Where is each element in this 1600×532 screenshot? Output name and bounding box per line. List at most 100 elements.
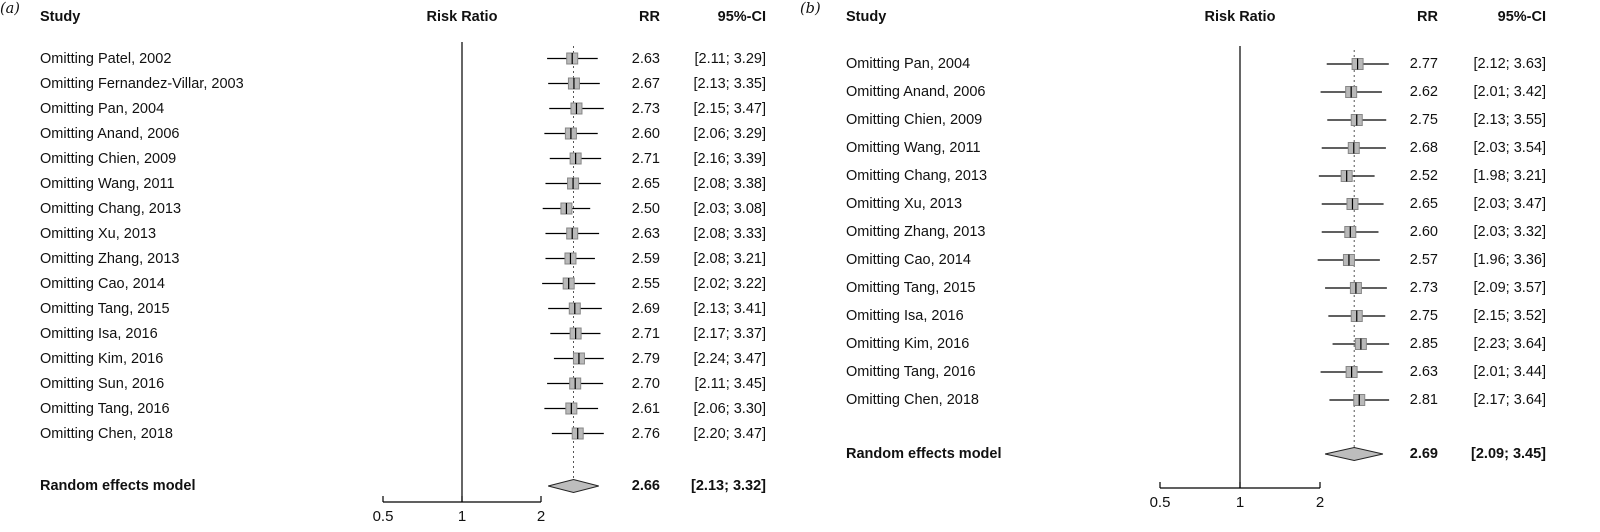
study-label: Omitting Anand, 2006 (40, 125, 180, 142)
rr-value: 2.65 (1409, 196, 1438, 212)
ci-value: [2.08; 3.33] (693, 225, 766, 242)
study-label: Omitting Tang, 2016 (40, 400, 170, 417)
ci-value: [2.23; 3.64] (1473, 336, 1546, 352)
ci-value: [2.13; 3.41] (693, 300, 766, 317)
ci-value: [2.09; 3.57] (1473, 280, 1546, 296)
rr-value: 2.67 (631, 75, 660, 92)
ci-value: [2.06; 3.29] (693, 125, 766, 142)
rr-value: 2.52 (1409, 168, 1438, 184)
column-header-study: Study (40, 9, 81, 25)
axis-tick-label: 0.5 (373, 508, 394, 525)
panel-label: (b) (800, 1, 821, 17)
axis-tick-label: 2 (1316, 494, 1324, 511)
study-label: Omitting Chien, 2009 (40, 150, 177, 167)
column-header-rr: RR (639, 9, 660, 25)
summary-diamond (1324, 446, 1384, 462)
study-label: Omitting Tang, 2015 (846, 280, 976, 296)
forest-plot-canvas: 0.5 1 2 (373, 42, 604, 525)
column-header-ci: 95%-CI (1497, 9, 1546, 25)
study-label: Omitting Xu, 2013 (40, 225, 157, 242)
panel-label: (a) (0, 1, 20, 17)
study-label: Omitting Patel, 2002 (40, 50, 172, 67)
rr-value: 2.50 (631, 200, 660, 217)
ci-value: [2.06; 3.30] (693, 400, 766, 417)
study-label: Omitting Sun, 2016 (40, 375, 165, 392)
study-label: Omitting Kim, 2016 (40, 350, 164, 367)
ci-value: [2.08; 3.21] (693, 250, 766, 267)
ci-value: [2.15; 3.52] (1473, 308, 1546, 324)
axis-tick-label: 1 (458, 508, 466, 525)
ci-value: [2.11; 3.29] (694, 50, 766, 67)
ci-value: [2.15; 3.47] (693, 100, 766, 117)
study-label: Omitting Cao, 2014 (40, 275, 165, 292)
study-label: Omitting Kim, 2016 (846, 336, 970, 352)
study-label: Omitting Cao, 2014 (846, 252, 971, 268)
study-label: Omitting Tang, 2016 (846, 364, 976, 380)
study-label: Omitting Isa, 2016 (40, 325, 158, 342)
rr-value: 2.61 (631, 400, 660, 417)
rr-value: 2.69 (631, 300, 660, 317)
ci-value: [1.98; 3.21] (1473, 168, 1546, 184)
study-label: Omitting Zhang, 2013 (846, 224, 986, 240)
rr-value: 2.63 (631, 50, 660, 67)
study-label: Omitting Isa, 2016 (846, 308, 964, 324)
ci-value: [2.16; 3.39] (693, 150, 766, 167)
ci-value: [2.03; 3.08] (693, 200, 766, 217)
rr-value: 2.59 (631, 250, 660, 267)
rr-value: 2.75 (1409, 112, 1438, 128)
ci-value: [2.17; 3.64] (1473, 392, 1546, 408)
study-label: Omitting Chen, 2018 (846, 392, 979, 408)
rr-value: 2.71 (631, 325, 660, 342)
study-label: Omitting Wang, 2011 (40, 175, 175, 192)
rr-value: 2.73 (631, 100, 660, 117)
forest-plot-canvas: 0.5 1 2 (1150, 46, 1390, 511)
summary-rr: 2.66 (631, 478, 660, 494)
column-header-risk-ratio: Risk Ratio (426, 9, 498, 25)
summary-ci: [2.13; 3.32] (691, 478, 766, 494)
column-header-rr: RR (1417, 9, 1438, 25)
ci-value: [2.17; 3.37] (693, 325, 766, 342)
axis-tick-label: 0.5 (1150, 494, 1171, 511)
forest-panel-a: (a) Study Risk Ratio RR 95%-CI Omitting Patel… (0, 1, 766, 525)
rr-value: 2.73 (1409, 280, 1438, 296)
rr-value: 2.81 (1409, 392, 1438, 408)
study-label: Omitting Pan, 2004 (846, 56, 971, 72)
forest-panel-b: (b) Study Risk Ratio RR 95%-CI Omitting Pan, … (800, 0, 1600, 532)
ci-value: [2.01; 3.42] (1473, 84, 1546, 100)
rr-value: 2.79 (631, 350, 660, 367)
rr-value: 2.60 (631, 125, 660, 142)
rr-value: 2.71 (631, 150, 660, 167)
column-header-study: Study (846, 9, 887, 25)
ci-value: [2.12; 3.63] (1473, 56, 1546, 72)
rr-value: 2.77 (1409, 56, 1438, 72)
study-label: Omitting Chen, 2018 (40, 425, 173, 442)
summary-label: Random effects model (40, 478, 196, 494)
study-label: Omitting Pan, 2004 (40, 100, 165, 117)
rr-value: 2.70 (631, 375, 660, 392)
study-label: Omitting Chang, 2013 (846, 168, 988, 184)
rr-value: 2.60 (1409, 224, 1438, 240)
study-label: Omitting Zhang, 2013 (40, 250, 180, 267)
ci-value: [2.13; 3.35] (693, 75, 766, 92)
ci-value: [2.03; 3.47] (1473, 196, 1546, 212)
column-header-risk-ratio: Risk Ratio (1204, 9, 1276, 25)
rr-value: 2.57 (1409, 252, 1438, 268)
summary-diamond (548, 478, 599, 494)
study-label: Omitting Xu, 2013 (846, 196, 963, 212)
ci-value: [2.03; 3.54] (1473, 140, 1546, 156)
column-header-ci: 95%-CI (717, 9, 766, 25)
ci-value: [2.11; 3.45] (694, 375, 766, 392)
study-label: Omitting Chang, 2013 (40, 200, 182, 217)
study-label: Omitting Chien, 2009 (846, 112, 983, 128)
ci-value: [2.02; 3.22] (693, 275, 766, 292)
rr-value: 2.75 (1409, 308, 1438, 324)
study-label: Omitting Fernandez-Villar, 2003 (40, 75, 244, 92)
rr-value: 2.85 (1409, 336, 1438, 352)
ci-value: [2.13; 3.55] (1473, 112, 1546, 128)
summary-ci: [2.09; 3.45] (1471, 446, 1546, 462)
ci-value: [2.24; 3.47] (693, 350, 766, 367)
study-label: Omitting Anand, 2006 (846, 84, 986, 100)
rr-value: 2.55 (631, 275, 660, 292)
rr-value: 2.68 (1409, 140, 1438, 156)
